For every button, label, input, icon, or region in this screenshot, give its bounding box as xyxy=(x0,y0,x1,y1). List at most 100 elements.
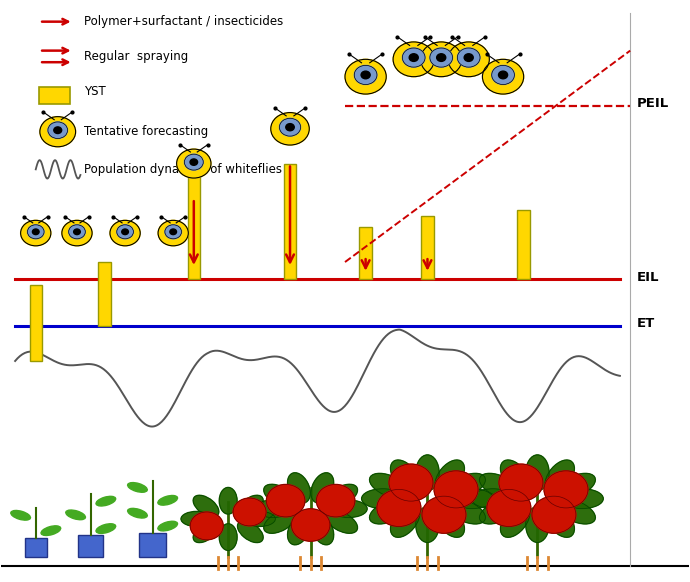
Circle shape xyxy=(422,496,466,533)
Ellipse shape xyxy=(435,460,464,492)
Ellipse shape xyxy=(181,512,213,527)
Circle shape xyxy=(345,59,386,94)
Circle shape xyxy=(421,42,462,77)
Circle shape xyxy=(377,489,421,527)
Ellipse shape xyxy=(557,499,595,524)
Ellipse shape xyxy=(480,499,518,524)
Circle shape xyxy=(402,48,425,67)
Circle shape xyxy=(184,154,204,170)
Circle shape xyxy=(32,229,39,235)
Ellipse shape xyxy=(237,521,263,542)
Ellipse shape xyxy=(193,495,219,517)
Ellipse shape xyxy=(545,505,574,537)
Ellipse shape xyxy=(557,473,595,498)
Ellipse shape xyxy=(264,484,296,508)
Ellipse shape xyxy=(237,495,263,517)
Ellipse shape xyxy=(416,455,439,491)
Circle shape xyxy=(40,116,76,147)
Circle shape xyxy=(448,42,489,77)
Circle shape xyxy=(266,484,305,517)
Ellipse shape xyxy=(264,510,296,533)
Circle shape xyxy=(21,221,51,246)
Text: PEIL: PEIL xyxy=(636,97,669,110)
Ellipse shape xyxy=(288,473,310,503)
Ellipse shape xyxy=(330,500,367,517)
Ellipse shape xyxy=(244,512,275,527)
Circle shape xyxy=(354,65,377,84)
Circle shape xyxy=(430,48,453,67)
Ellipse shape xyxy=(446,473,485,498)
Ellipse shape xyxy=(219,488,237,514)
Ellipse shape xyxy=(193,521,219,542)
Ellipse shape xyxy=(311,514,334,545)
Ellipse shape xyxy=(391,460,420,492)
Text: YST: YST xyxy=(84,84,106,98)
Ellipse shape xyxy=(451,489,493,509)
Ellipse shape xyxy=(254,500,291,517)
FancyBboxPatch shape xyxy=(139,533,166,558)
FancyBboxPatch shape xyxy=(79,535,103,558)
Circle shape xyxy=(165,225,181,239)
Ellipse shape xyxy=(325,484,357,508)
Circle shape xyxy=(393,42,434,77)
Circle shape xyxy=(487,489,531,527)
Ellipse shape xyxy=(526,455,549,491)
Ellipse shape xyxy=(66,510,86,520)
Ellipse shape xyxy=(526,506,549,542)
Circle shape xyxy=(291,509,330,541)
Ellipse shape xyxy=(11,510,30,520)
Circle shape xyxy=(389,464,433,501)
Circle shape xyxy=(499,464,543,501)
Text: Regular  spraying: Regular spraying xyxy=(84,50,188,63)
Ellipse shape xyxy=(416,506,439,542)
Circle shape xyxy=(158,221,188,246)
Circle shape xyxy=(286,123,294,131)
Ellipse shape xyxy=(219,524,237,551)
Circle shape xyxy=(121,229,128,235)
Ellipse shape xyxy=(561,489,603,509)
Circle shape xyxy=(317,484,355,517)
Ellipse shape xyxy=(128,508,147,518)
Circle shape xyxy=(437,54,446,61)
Circle shape xyxy=(464,54,473,61)
Circle shape xyxy=(54,127,61,133)
Circle shape xyxy=(190,512,224,540)
Ellipse shape xyxy=(288,514,310,545)
Circle shape xyxy=(532,496,576,533)
Ellipse shape xyxy=(545,460,574,492)
Circle shape xyxy=(434,471,478,508)
Circle shape xyxy=(62,221,92,246)
Text: ET: ET xyxy=(636,317,655,330)
Bar xyxy=(422,216,433,279)
Circle shape xyxy=(270,112,309,145)
Ellipse shape xyxy=(446,499,485,524)
Bar xyxy=(188,175,200,279)
Text: Tentative forecasting: Tentative forecasting xyxy=(84,125,208,138)
Circle shape xyxy=(117,225,133,239)
Circle shape xyxy=(48,122,68,139)
Ellipse shape xyxy=(370,499,408,524)
Circle shape xyxy=(409,54,418,61)
Text: Polymer+surfactant / insecticides: Polymer+surfactant / insecticides xyxy=(84,15,283,28)
Bar xyxy=(284,164,296,279)
Ellipse shape xyxy=(435,505,464,537)
Circle shape xyxy=(457,48,480,67)
Ellipse shape xyxy=(158,521,177,531)
Ellipse shape xyxy=(158,495,177,505)
Text: EIL: EIL xyxy=(636,271,659,283)
Ellipse shape xyxy=(500,505,530,537)
Ellipse shape xyxy=(391,505,420,537)
Circle shape xyxy=(233,498,266,526)
Ellipse shape xyxy=(362,489,404,509)
Circle shape xyxy=(544,471,588,508)
Ellipse shape xyxy=(480,473,518,498)
Circle shape xyxy=(74,229,80,235)
Ellipse shape xyxy=(370,473,408,498)
Circle shape xyxy=(482,59,524,94)
Ellipse shape xyxy=(471,489,514,509)
Circle shape xyxy=(492,65,515,84)
Ellipse shape xyxy=(325,510,357,533)
Circle shape xyxy=(69,225,86,239)
Circle shape xyxy=(361,71,370,79)
Circle shape xyxy=(499,71,508,79)
